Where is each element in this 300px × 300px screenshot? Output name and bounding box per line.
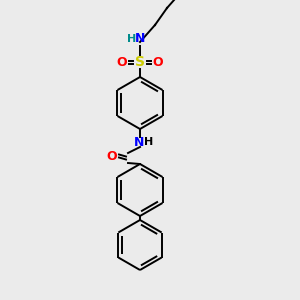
- Text: H: H: [128, 34, 136, 44]
- Text: N: N: [135, 32, 145, 46]
- Text: H: H: [144, 137, 154, 147]
- Text: O: O: [107, 149, 117, 163]
- Text: O: O: [153, 56, 163, 68]
- Text: S: S: [135, 55, 145, 69]
- Text: O: O: [117, 56, 127, 68]
- Text: N: N: [134, 136, 144, 148]
